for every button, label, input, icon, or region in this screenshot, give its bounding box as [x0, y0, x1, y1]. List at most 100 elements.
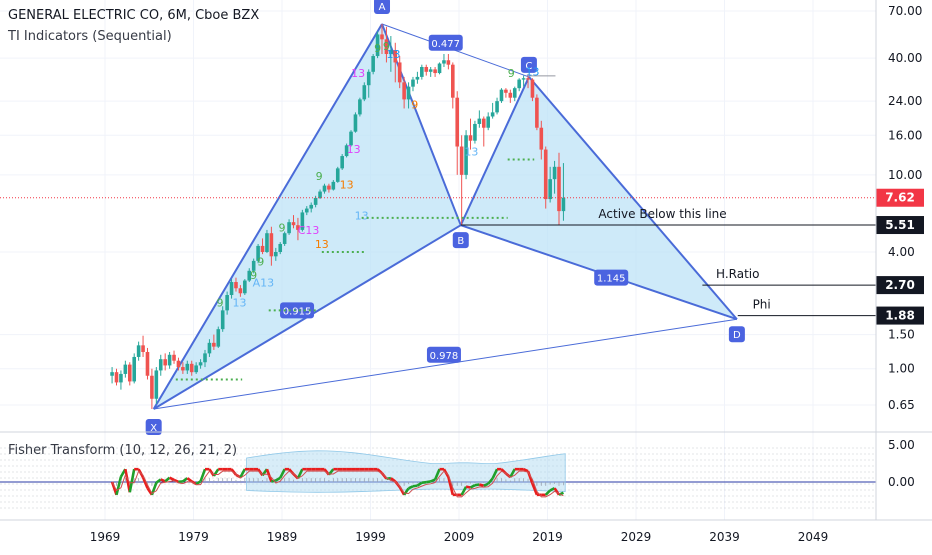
- candle-body: [155, 370, 159, 398]
- annotation-label: H.Ratio: [716, 267, 759, 281]
- sequential-label: 13: [464, 145, 478, 158]
- candle-body: [186, 364, 190, 371]
- candle-body: [332, 182, 336, 190]
- x-tick-label: 2019: [532, 530, 563, 544]
- candle-body: [478, 119, 482, 124]
- x-tick-label: 2029: [621, 530, 652, 544]
- y-tick-label: 4.00: [888, 245, 915, 259]
- candle-body: [447, 60, 451, 64]
- y-tick-label: 10.00: [888, 168, 922, 182]
- point-a-label: A: [379, 2, 386, 13]
- candle-body: [513, 88, 517, 98]
- candle-body: [318, 192, 322, 198]
- sequential-label: 13: [355, 209, 369, 222]
- candle-body: [305, 209, 309, 213]
- candle-body: [221, 310, 225, 329]
- x-tick-label: 1999: [355, 530, 386, 544]
- candle-body: [544, 150, 548, 199]
- fisher-segment: [431, 480, 435, 482]
- fisher-segment: [426, 481, 430, 482]
- candle-body: [163, 359, 167, 365]
- fisher-segment: [484, 484, 488, 486]
- candle-body: [407, 87, 411, 100]
- candle-body: [451, 65, 455, 98]
- candle-body: [517, 80, 521, 89]
- fisher-segment: [422, 482, 426, 483]
- y-tick-label: 70.00: [888, 4, 922, 18]
- y-tick-label: 0.65: [888, 398, 915, 412]
- candle-body: [398, 62, 402, 82]
- candle-body: [402, 82, 406, 99]
- candle-body: [243, 281, 247, 294]
- candle-body: [433, 69, 437, 73]
- fisher-tick-label: 0.00: [888, 475, 915, 489]
- candle-body: [283, 233, 287, 244]
- candle-body: [261, 246, 265, 252]
- candle-body: [411, 80, 415, 87]
- candle-body: [469, 135, 473, 140]
- fisher-segment: [475, 485, 479, 486]
- sequential-label: C13: [298, 224, 320, 237]
- candle-body: [380, 34, 384, 39]
- candle-body: [141, 345, 145, 352]
- sequential-label: 9: [316, 170, 323, 183]
- candle-body: [230, 282, 234, 295]
- ratio-badge-label: 0.477: [431, 39, 460, 50]
- candle-body: [199, 362, 203, 365]
- candle-body: [181, 367, 185, 370]
- candle-body: [216, 329, 220, 346]
- sequential-label: 13: [347, 143, 361, 156]
- candle-body: [168, 355, 172, 366]
- ratio-badge: 0.477: [429, 35, 463, 51]
- y-tick-label: 24.00: [888, 94, 922, 108]
- point-b: B: [453, 232, 469, 248]
- candle-body: [535, 98, 539, 128]
- candle-body: [340, 156, 344, 168]
- x-tick-label: 2039: [709, 530, 740, 544]
- ratio-badge: 0.978: [427, 347, 461, 363]
- sequential-label: 9: [279, 222, 286, 235]
- sequential-label: A13: [253, 277, 275, 290]
- candle-body: [363, 85, 367, 99]
- candle-body: [455, 98, 459, 147]
- fisher-segment: [413, 486, 417, 487]
- chart-title: GENERAL ELECTRIC CO, 6M, Cboe BZX: [8, 8, 259, 23]
- candle-body: [159, 359, 163, 370]
- candle-body: [553, 167, 557, 179]
- candle-body: [460, 147, 464, 175]
- sequential-label: 9: [257, 256, 264, 269]
- candle-body: [287, 222, 291, 233]
- candle-body: [491, 112, 495, 116]
- candle-body: [119, 374, 123, 382]
- sequential-label: 9: [374, 42, 381, 55]
- ratio-badge-label: 0.978: [430, 351, 459, 362]
- candle-body: [194, 365, 198, 372]
- fisher-legend: Fisher Transform (10, 12, 26, 21, 2): [8, 443, 237, 458]
- ratio-badge-label: 1.145: [597, 274, 626, 285]
- candle-body: [212, 343, 216, 347]
- ratio-badge: 1.145: [594, 270, 628, 286]
- candle-body: [270, 233, 274, 256]
- x-tick-label: 2009: [444, 530, 475, 544]
- x-tick-label: 1969: [90, 530, 121, 544]
- fisher-segment: [466, 487, 470, 488]
- candle-body: [239, 288, 243, 293]
- price-badge: 2.70: [885, 278, 915, 292]
- sequential-label: 13: [351, 67, 365, 80]
- point-x: X: [146, 419, 162, 435]
- sequential-label: 9: [508, 67, 515, 80]
- candle-body: [367, 72, 371, 85]
- annotation-label: Phi: [753, 298, 771, 312]
- candle-body: [424, 67, 428, 72]
- candle-body: [146, 352, 150, 376]
- point-b-label: B: [457, 236, 464, 247]
- candle-body: [177, 361, 181, 367]
- candle-body: [225, 295, 229, 310]
- x-tick-label: 1989: [267, 530, 298, 544]
- candle-body: [128, 365, 132, 382]
- y-tick-label: 40.00: [888, 51, 922, 65]
- candle-body: [473, 124, 477, 141]
- candle-body: [354, 114, 358, 131]
